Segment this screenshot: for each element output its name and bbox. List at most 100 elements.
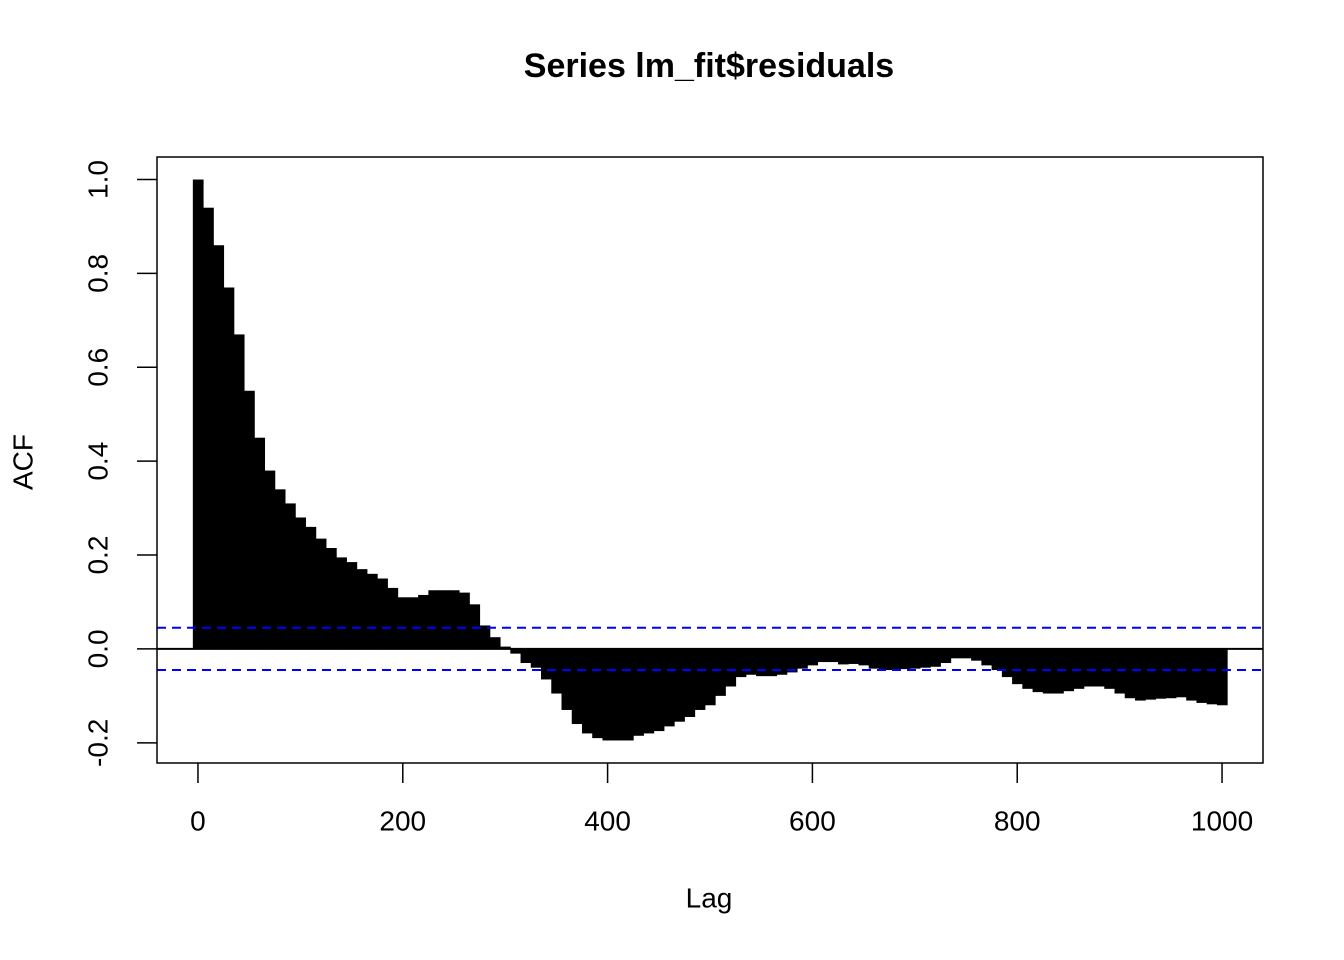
x-axis-label: Lag: [686, 882, 733, 913]
acf-bar: [192, 179, 204, 649]
acf-bar: [838, 648, 849, 665]
acf-bar: [1094, 648, 1105, 687]
x-tick-label: 800: [994, 805, 1041, 836]
acf-bar: [940, 648, 952, 664]
acf-bar: [1206, 648, 1218, 705]
acf-bar: [1042, 648, 1054, 694]
y-tick-label: 0.4: [82, 442, 113, 481]
y-tick-label: 0.2: [82, 536, 113, 575]
acf-bar: [981, 648, 993, 666]
y-tick-label: 0.0: [82, 629, 113, 668]
acf-bar: [479, 625, 491, 649]
acf-bar: [971, 648, 982, 661]
y-tick-label: 0.8: [82, 254, 113, 293]
acf-bar: [694, 648, 706, 710]
acf-bar: [889, 648, 900, 671]
acf-bar: [919, 648, 931, 668]
acf-bar: [633, 648, 644, 736]
acf-bar: [387, 587, 399, 649]
acf-bar: [786, 648, 798, 673]
acf-bar: [1216, 648, 1228, 706]
acf-bar: [1073, 648, 1085, 689]
acf-bar: [1134, 648, 1146, 701]
acf-bar: [1175, 648, 1187, 698]
acf-bar: [233, 334, 245, 649]
acf-bar: [622, 648, 634, 741]
acf-bar: [203, 207, 214, 649]
acf-bar: [1063, 648, 1075, 692]
y-tick-label: -0.2: [82, 719, 113, 767]
acf-bar: [264, 470, 276, 649]
acf-bar: [325, 548, 337, 649]
acf-bar: [1124, 648, 1136, 699]
chart-title: Series lm_fit$residuals: [524, 47, 894, 85]
acf-bar: [489, 637, 501, 649]
acf-bar: [500, 646, 511, 649]
acf-bar: [1001, 648, 1013, 678]
x-tick-label: 200: [379, 805, 426, 836]
acf-bar: [909, 648, 921, 669]
acf-bar: [407, 597, 419, 649]
acf-bar: [254, 437, 266, 649]
acf-bar: [1022, 648, 1034, 689]
acf-bar: [1104, 648, 1116, 689]
acf-bar: [643, 648, 655, 734]
acf-bar: [674, 648, 685, 722]
acf-bar: [469, 604, 481, 649]
acf-bar: [541, 648, 552, 680]
acf-bar: [561, 648, 573, 710]
plot-frame: [156, 156, 1264, 764]
acf-bar: [858, 648, 870, 666]
acf-bar: [448, 590, 460, 649]
acf-bar: [285, 503, 296, 649]
acf-bar: [653, 648, 665, 732]
acf-bar: [510, 648, 522, 654]
acf-bar: [899, 648, 911, 670]
acf-bar: [315, 538, 327, 649]
acf-bar: [776, 648, 788, 675]
acf-bar: [848, 648, 859, 664]
acf-bar: [797, 648, 808, 669]
acf-bar: [223, 287, 235, 649]
y-axis-label: ACF: [7, 434, 38, 490]
acf-bar: [581, 648, 593, 734]
acf-bar: [1145, 648, 1156, 700]
acf-bar: [377, 578, 388, 649]
acf-bar: [592, 648, 603, 739]
acf-bar: [274, 489, 286, 649]
acf-bar: [1155, 648, 1167, 699]
acf-bar: [745, 648, 757, 675]
acf-bar: [1083, 648, 1095, 687]
acf-bar: [612, 648, 624, 741]
acf-bar: [1165, 648, 1177, 699]
acf-bar: [438, 590, 450, 649]
acf-bar: [1196, 648, 1208, 703]
acf-bar: [684, 648, 696, 717]
acf-bar: [1032, 648, 1044, 693]
acf-bar: [336, 557, 347, 649]
acf-bar: [571, 648, 583, 725]
acf-bar: [213, 245, 225, 649]
acf-bar: [817, 648, 829, 663]
acf-bar: [244, 390, 255, 649]
acf-bar: [735, 648, 747, 678]
acf-bar: [807, 648, 819, 666]
acf-bar: [346, 562, 358, 649]
acf-bar: [756, 648, 767, 677]
acf-bar: [991, 648, 1003, 671]
acf-bar: [960, 648, 972, 659]
acf-bar: [1053, 648, 1064, 694]
x-tick-label: 1000: [1191, 805, 1253, 836]
acf-bar: [295, 517, 306, 649]
x-tick-label: 400: [584, 805, 631, 836]
acf-bar: [530, 648, 542, 668]
acf-bar: [366, 573, 378, 649]
acf-bar: [930, 648, 941, 667]
y-tick-label: 1.0: [82, 160, 113, 199]
acf-bar: [1012, 648, 1023, 685]
acf-bar: [715, 648, 726, 696]
acf-bar: [520, 648, 532, 664]
acf-bar: [950, 648, 962, 659]
acf-bar: [602, 648, 614, 741]
